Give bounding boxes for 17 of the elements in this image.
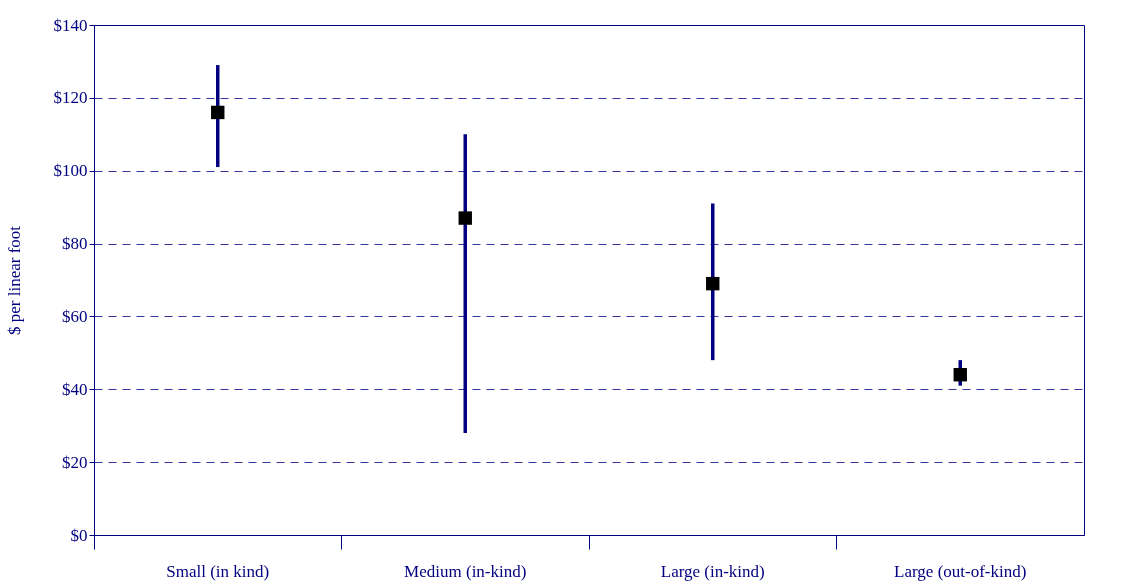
y-tick-label: $20 [62, 452, 88, 472]
point [953, 368, 967, 382]
x-tick-label: Large (in-kind) [660, 561, 765, 581]
y-tick-label: $60 [62, 306, 88, 326]
y-tick-label: $40 [62, 379, 88, 399]
x-tick-label: Large (out-of-kind) [894, 561, 1027, 581]
point [706, 276, 720, 291]
y-axis-title: $ per linear foot [4, 225, 24, 336]
x-tick-label: Medium (in-kind) [404, 561, 527, 581]
y-tick-label: $0 [70, 525, 88, 545]
point [458, 211, 472, 225]
y-tick-label: $120 [53, 88, 88, 108]
point [211, 105, 225, 120]
y-tick-label: $80 [62, 234, 88, 254]
y-tick-label: $140 [53, 15, 88, 35]
x-tick-label: Small (in kind) [166, 561, 270, 581]
y-tick-label: $100 [53, 161, 88, 181]
